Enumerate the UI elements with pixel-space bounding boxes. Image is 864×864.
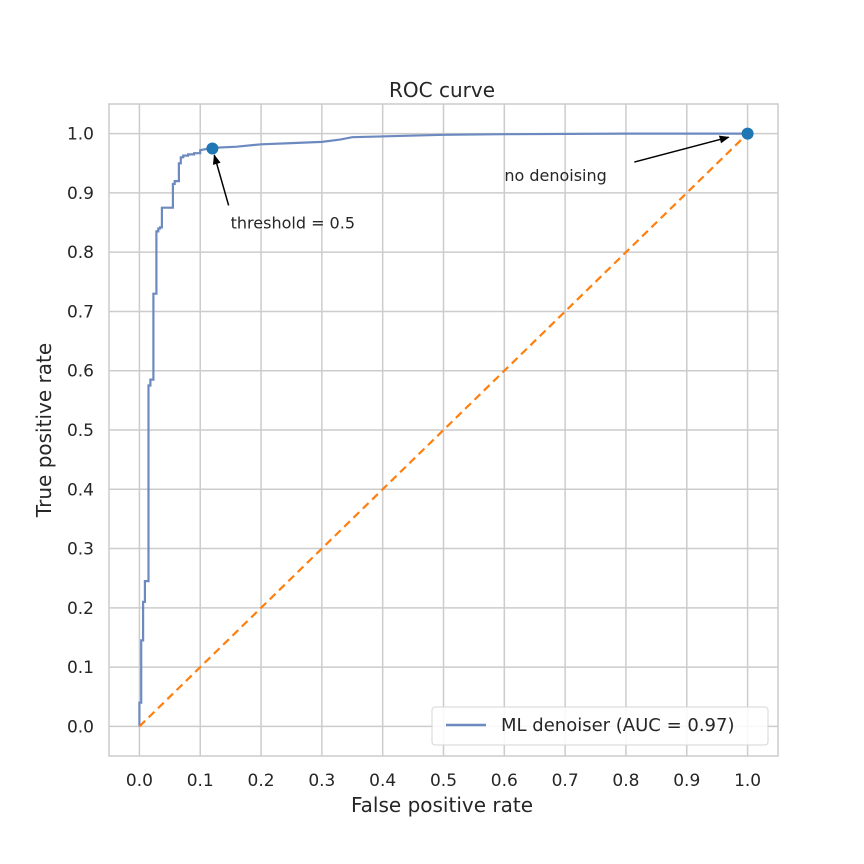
- y-axis-label: True positive rate: [32, 343, 56, 518]
- y-tick-label: 0.9: [67, 184, 94, 204]
- x-axis-ticks: 0.0 0.1 0.2 0.3 0.4 0.5 0.6 0.7 0.8 0.9 1.0: [126, 771, 761, 791]
- x-tick-label: 0.5: [430, 771, 457, 791]
- legend: ML denoiser (AUC = 0.97): [431, 706, 769, 746]
- y-tick-label: 0.0: [67, 717, 94, 737]
- annotation-text: no denoising: [504, 166, 606, 185]
- y-axis-ticks: 0.0 0.1 0.2 0.3 0.4 0.5 0.6 0.7 0.8 0.9 1.0: [67, 125, 94, 738]
- grid: [109, 104, 778, 756]
- x-tick-label: 0.6: [491, 771, 518, 791]
- y-tick-label: 0.2: [67, 599, 94, 619]
- roc-curve-line: [138, 132, 748, 727]
- y-tick-label: 1.0: [67, 125, 94, 145]
- y-tick-label: 0.5: [67, 421, 94, 441]
- markers-layer: [206, 127, 754, 155]
- x-tick-label: 0.1: [187, 771, 214, 791]
- x-tick-label: 0.3: [308, 771, 335, 791]
- x-tick-label: 0.4: [369, 771, 396, 791]
- x-tick-label: 0.9: [673, 771, 700, 791]
- y-tick-label: 0.8: [67, 243, 94, 263]
- y-tick-label: 0.4: [67, 480, 94, 500]
- y-tick-label: 0.3: [67, 540, 94, 560]
- legend-box: [431, 706, 769, 746]
- plot-frame: [108, 103, 779, 757]
- chart-title: ROC curve: [389, 78, 495, 102]
- annotations-layer: threshold = 0.5 no denoising: [212, 135, 730, 232]
- annotation-text: threshold = 0.5: [231, 213, 355, 232]
- operating-point-marker: [206, 142, 219, 155]
- operating-point-marker: [741, 127, 754, 140]
- y-tick-label: 0.1: [67, 658, 94, 678]
- annotation-arrow: [212, 154, 230, 206]
- x-tick-label: 0.7: [552, 771, 579, 791]
- x-tick-label: 0.8: [612, 771, 639, 791]
- series-layer: [138, 132, 749, 728]
- x-tick-label: 0.2: [248, 771, 275, 791]
- chance-diagonal-line: [138, 132, 749, 728]
- annotation-arrow: [634, 135, 730, 163]
- x-tick-label: 0.0: [126, 771, 153, 791]
- x-axis-label: False positive rate: [351, 793, 533, 817]
- y-tick-label: 0.7: [67, 302, 94, 322]
- y-tick-label: 0.6: [67, 362, 94, 382]
- x-tick-label: 1.0: [734, 771, 761, 791]
- legend-label: ML denoiser (AUC = 0.97): [501, 715, 734, 736]
